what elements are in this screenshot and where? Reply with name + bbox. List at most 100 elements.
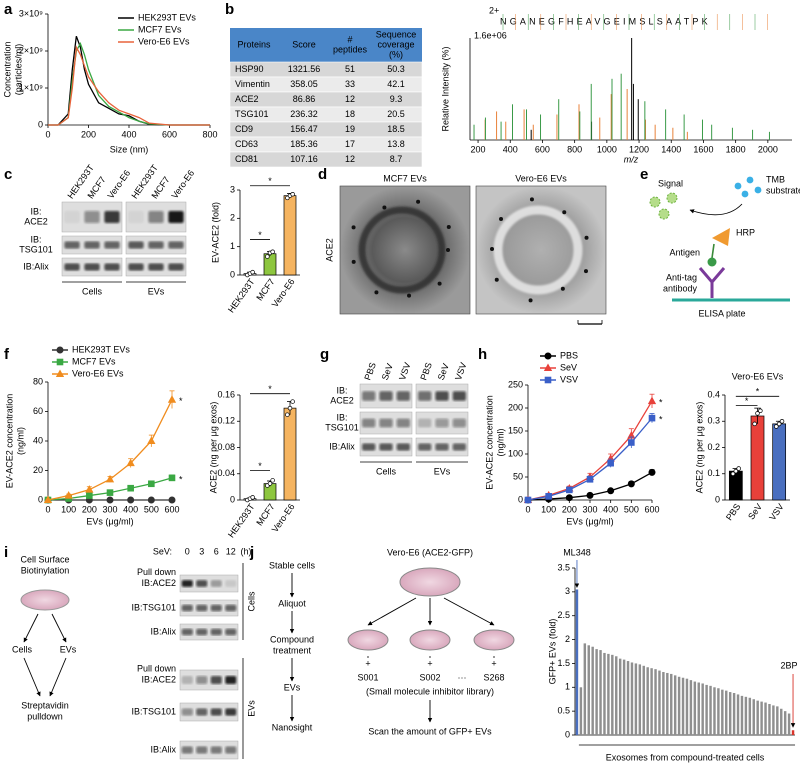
band [84, 211, 100, 223]
flow-step: treatment [273, 645, 312, 655]
y-axis-label: ACE2 (ng per μg exos) [208, 402, 218, 494]
vesicle [358, 206, 446, 294]
x-tick-label: 1400 [661, 144, 681, 154]
dish [473, 629, 515, 651]
bar [670, 673, 673, 735]
label: TMB [766, 174, 785, 184]
bar [673, 675, 677, 735]
x-tick-label: HEK293T [226, 501, 257, 539]
y-tick-label: 0.04 [217, 468, 235, 478]
gold-particle [562, 210, 567, 215]
band [64, 241, 80, 249]
y-tick-label: 0.2 [707, 442, 720, 452]
x-axis-label: Exosomes from compound-treated cells [606, 752, 765, 762]
band [128, 241, 144, 249]
time-label: 3 [199, 546, 204, 556]
bar [701, 683, 704, 735]
marker [105, 474, 115, 483]
x-tick-label: 2000 [758, 144, 778, 154]
label: Vero-E6 (ACE2-GFP) [387, 547, 473, 557]
band [418, 443, 432, 451]
y-tick-label: 0.12 [217, 416, 235, 426]
data-point [779, 419, 785, 424]
panel-label: g [320, 346, 329, 363]
bar [666, 672, 669, 735]
bar [764, 702, 767, 735]
row-label: IB: [30, 206, 41, 216]
label: EVs [60, 644, 77, 654]
bar [626, 661, 630, 735]
bar [591, 646, 594, 735]
x-tick-label: 0 [45, 504, 50, 514]
band [196, 746, 208, 754]
lane-label: VSV [397, 361, 413, 381]
dish [347, 629, 389, 651]
marker [524, 496, 532, 504]
row-label: IB:ACE2 [141, 578, 176, 588]
band [181, 746, 193, 754]
y-tick-label: 0.1 [707, 468, 720, 478]
marker [106, 489, 114, 496]
x-tick-label: 300 [102, 504, 117, 514]
y-axis-label: Relative Intensity (%) [440, 46, 450, 131]
x-tick-label: 100 [541, 504, 556, 514]
blot [179, 623, 239, 641]
y-tick-label: 1 [230, 241, 235, 251]
band [225, 746, 237, 754]
data-point [270, 478, 275, 483]
marker [586, 491, 594, 499]
band [396, 391, 410, 401]
band [225, 604, 237, 612]
marker [55, 369, 65, 377]
y-tick-label: 0 [38, 494, 43, 504]
data-point [755, 411, 760, 416]
table-cell: 18 [345, 109, 355, 119]
x-tick-label: PBS [724, 502, 743, 522]
y-tick-label: 3.5 [557, 562, 570, 572]
group-label: EVs [434, 466, 451, 476]
x-tick-label: 1600 [693, 144, 713, 154]
significance-mark: * [179, 474, 183, 484]
band [168, 263, 184, 271]
dish [409, 629, 451, 651]
row-label: TSG101 [325, 422, 359, 432]
row-label: IB:TSG101 [131, 706, 176, 716]
series-line [48, 45, 210, 126]
flow-step: EVs [284, 682, 301, 692]
table-cell: 1321.56 [288, 64, 321, 74]
bar [721, 689, 724, 735]
flow-step: Stable cells [269, 560, 316, 570]
x-tick-label: 100 [61, 504, 76, 514]
table-header: (%) [389, 49, 403, 59]
legend-label: HEK293T EVs [72, 344, 130, 354]
data-point [776, 421, 782, 427]
band [128, 211, 144, 223]
x-tick-label: 400 [123, 504, 138, 514]
lane-label: PBS [362, 361, 378, 381]
band [196, 676, 208, 684]
bar [717, 688, 720, 735]
y-tick-label: 2×10⁹ [19, 45, 43, 55]
bar [642, 665, 645, 735]
bar [283, 195, 297, 276]
flow-step: Aliquot [278, 598, 306, 608]
table-cell: ACE2 [235, 94, 259, 104]
y-tick-label: 20 [33, 465, 43, 475]
blot [179, 574, 239, 593]
y-tick-label: 60 [33, 406, 43, 416]
table-row [229, 151, 423, 168]
bar [658, 670, 661, 735]
band [210, 746, 222, 754]
y-axis-label: (particles/ml) [13, 44, 23, 96]
band [210, 628, 222, 636]
marker [544, 376, 552, 384]
band [210, 580, 222, 587]
table-cell: 12 [345, 94, 355, 104]
gold-particle [494, 277, 499, 282]
compound-label: S001 [357, 672, 378, 682]
marker [647, 396, 657, 405]
band [148, 263, 164, 271]
legend-label: MCF7 EVs [72, 356, 116, 366]
bar [728, 692, 732, 735]
band [435, 391, 449, 401]
